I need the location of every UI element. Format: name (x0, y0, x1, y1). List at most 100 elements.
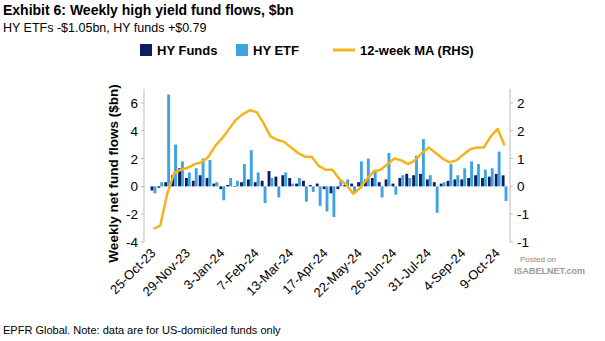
marks (151, 95, 508, 229)
bar (405, 174, 408, 187)
bar (443, 182, 446, 186)
bar (164, 182, 167, 186)
y2-tick (510, 102, 513, 103)
bar (174, 145, 177, 187)
bar (185, 178, 188, 186)
bar (157, 186, 160, 187)
y-tick (141, 158, 144, 159)
bar (447, 181, 450, 187)
bar (257, 172, 260, 186)
x-tick-label: 29-Nov-23 (139, 246, 193, 300)
bar (460, 179, 463, 186)
bar (284, 172, 287, 186)
bar (274, 177, 277, 187)
bar (429, 175, 432, 186)
bar (167, 95, 170, 187)
bar (505, 186, 508, 201)
title: Exhibit 6: Weekly high yield fund flows,… (3, 2, 294, 18)
y2-tick (510, 130, 513, 131)
bar (151, 186, 154, 190)
legend-swatch (333, 49, 355, 52)
bar (412, 175, 415, 186)
y-tick-label: 6 (130, 96, 138, 111)
bar (233, 186, 236, 188)
bar (394, 186, 397, 194)
bar (254, 182, 257, 186)
y2-tick (510, 186, 513, 187)
bar (298, 178, 301, 186)
y2-tick-label: 2 (517, 96, 525, 111)
y-tick (141, 242, 144, 243)
bar (302, 181, 305, 187)
bar (215, 182, 218, 186)
y-tick-label: -2 (126, 207, 138, 222)
bar (488, 177, 491, 187)
bar (160, 182, 163, 186)
bar (181, 161, 184, 186)
bar (195, 168, 198, 186)
bar (440, 184, 443, 187)
bar (392, 184, 395, 187)
bar (385, 179, 388, 186)
bar (422, 139, 425, 186)
y-tick (141, 214, 144, 215)
legend-swatch (236, 44, 248, 56)
bar (401, 175, 404, 186)
bar (495, 174, 498, 187)
bar (398, 178, 401, 186)
y2-tick-label: 0 (517, 179, 525, 194)
bar (319, 186, 322, 205)
y2-axis-line (510, 89, 511, 242)
bar (326, 186, 329, 211)
bar (309, 185, 312, 186)
bar (419, 174, 422, 187)
y-tick-label: 0 (130, 179, 138, 194)
bar (336, 186, 339, 189)
bar (453, 179, 456, 186)
bar (436, 186, 439, 212)
bar (433, 182, 436, 186)
bar (226, 185, 229, 186)
bar (281, 175, 284, 186)
legend-item: HY ETF (236, 43, 299, 58)
bar (360, 161, 363, 186)
bar (206, 178, 209, 186)
bar (213, 184, 216, 187)
bar (247, 179, 250, 186)
bar (481, 178, 484, 186)
bar (484, 170, 487, 187)
y-axis-label: Weekly net fund flows ($bn) (106, 84, 121, 262)
legend-swatch (140, 44, 152, 56)
bar (350, 184, 353, 187)
bar (268, 171, 271, 186)
ma-line (153, 110, 504, 229)
y2-tick-label: -1 (517, 235, 529, 250)
bar (236, 181, 239, 187)
bar (371, 178, 374, 186)
bar (502, 175, 505, 186)
bar (498, 152, 501, 187)
bar (330, 186, 333, 193)
bar (477, 164, 480, 186)
bar (199, 175, 202, 186)
bar (426, 179, 429, 186)
y2-tick-label: 1 (517, 152, 525, 167)
legend-label: HY Funds (157, 43, 217, 58)
bar (222, 186, 225, 200)
bar (332, 186, 335, 217)
bar (229, 178, 232, 186)
bar (288, 178, 291, 186)
bar (381, 186, 384, 197)
y2-tick (510, 158, 513, 159)
bar (408, 178, 411, 186)
legend-item: 12-week MA (RHS) (333, 43, 474, 58)
y-tick (141, 102, 144, 103)
bar (463, 168, 466, 186)
watermark: Posted on (520, 255, 556, 264)
bar (295, 184, 298, 187)
bar (188, 172, 191, 186)
bar (240, 182, 243, 186)
bar (219, 186, 222, 189)
bar (449, 164, 452, 186)
bar (277, 186, 280, 197)
